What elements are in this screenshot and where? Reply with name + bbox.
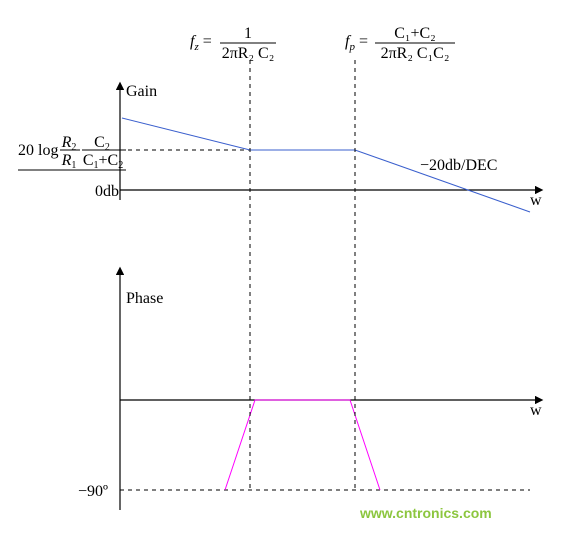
svg-text:R1: R1 bbox=[61, 152, 77, 171]
phase-response-line bbox=[225, 400, 380, 490]
svg-text:2πR₂ C₁C₂: 2πR₂ C₁C₂ bbox=[381, 45, 450, 62]
bode-diagram: 0db Gain w −20db/DEC Phase w −90º fz = 1… bbox=[0, 0, 562, 534]
svg-text:C1+C2: C1+C2 bbox=[83, 152, 123, 171]
fp-formula: fp = C₁+C₂ 2πR₂ C₁C₂ bbox=[345, 25, 455, 62]
svg-text:1: 1 bbox=[244, 25, 252, 42]
gain-axis-label: Gain bbox=[126, 83, 157, 100]
svg-text:C₁+C₂: C₁+C₂ bbox=[394, 25, 436, 42]
fz-formula: fz = 1 2πR₂ C₂ bbox=[190, 25, 276, 62]
svg-text:2πR₂ C₂: 2πR₂ C₂ bbox=[222, 45, 275, 62]
svg-text:20 log: 20 log bbox=[18, 142, 58, 159]
minus20db-label: −20db/DEC bbox=[420, 157, 497, 174]
phase-axis-label: Phase bbox=[126, 290, 163, 307]
minus90-label: −90º bbox=[78, 483, 108, 500]
phase-w-label: w bbox=[530, 402, 542, 419]
left-gain-formula: 20 log R2 R1 C2 C1+C2 bbox=[18, 134, 126, 171]
watermark: www.cntronics.com bbox=[359, 505, 492, 521]
gain-w-label: w bbox=[530, 192, 542, 209]
svg-text:fz =: fz = bbox=[190, 33, 212, 53]
zero-db-label: 0db bbox=[95, 183, 119, 200]
svg-text:fp =: fp = bbox=[345, 33, 368, 53]
